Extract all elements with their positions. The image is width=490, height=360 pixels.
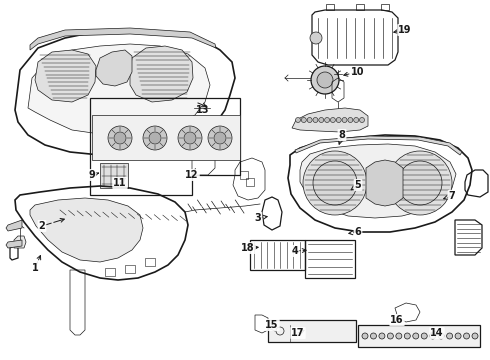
Circle shape [421, 333, 427, 339]
Circle shape [446, 333, 453, 339]
Circle shape [143, 126, 167, 150]
Circle shape [354, 117, 359, 122]
Text: 5: 5 [355, 180, 362, 190]
Circle shape [336, 117, 341, 122]
Circle shape [307, 117, 312, 122]
Circle shape [430, 333, 436, 339]
Polygon shape [6, 240, 22, 248]
Circle shape [342, 117, 347, 122]
Text: 8: 8 [339, 130, 345, 140]
Text: 9: 9 [89, 170, 96, 180]
Circle shape [370, 333, 376, 339]
Text: 19: 19 [398, 25, 412, 35]
Polygon shape [300, 144, 456, 218]
Polygon shape [30, 198, 143, 262]
Circle shape [396, 333, 402, 339]
Circle shape [311, 66, 339, 94]
Circle shape [149, 132, 161, 144]
Polygon shape [6, 220, 22, 231]
Text: 14: 14 [430, 328, 444, 338]
Circle shape [313, 161, 357, 205]
Bar [358, 325, 480, 347]
Text: 6: 6 [355, 227, 362, 237]
Circle shape [214, 132, 226, 144]
Text: 16: 16 [390, 315, 404, 325]
Text: 7: 7 [449, 191, 455, 201]
Text: 3: 3 [255, 213, 261, 223]
Circle shape [313, 117, 318, 122]
Polygon shape [295, 136, 462, 155]
Text: 1: 1 [32, 263, 38, 273]
Circle shape [464, 333, 469, 339]
Circle shape [388, 151, 452, 215]
Circle shape [114, 132, 126, 144]
Circle shape [379, 333, 385, 339]
Text: 12: 12 [185, 170, 199, 180]
Text: 10: 10 [351, 67, 365, 77]
Circle shape [184, 132, 196, 144]
Text: 2: 2 [39, 221, 46, 231]
Circle shape [388, 333, 393, 339]
Bar [250, 240, 305, 270]
Circle shape [398, 161, 442, 205]
Text: 17: 17 [291, 328, 305, 338]
Polygon shape [35, 50, 96, 102]
Circle shape [317, 72, 333, 88]
Circle shape [303, 151, 367, 215]
Polygon shape [14, 236, 26, 248]
Text: 13: 13 [196, 105, 210, 115]
Circle shape [178, 126, 202, 150]
Circle shape [472, 333, 478, 339]
Circle shape [310, 32, 322, 44]
Polygon shape [30, 28, 216, 50]
Circle shape [319, 117, 324, 122]
Bar [268, 320, 356, 342]
Polygon shape [28, 44, 210, 135]
Text: 15: 15 [265, 320, 279, 330]
Bar [305, 240, 355, 278]
Circle shape [404, 333, 410, 339]
Circle shape [108, 126, 132, 150]
Circle shape [324, 117, 330, 122]
Circle shape [413, 333, 419, 339]
Circle shape [301, 117, 306, 122]
Polygon shape [96, 50, 132, 86]
Circle shape [362, 333, 368, 339]
Polygon shape [92, 115, 240, 160]
Polygon shape [130, 46, 193, 102]
Polygon shape [100, 163, 128, 188]
Circle shape [348, 117, 353, 122]
Circle shape [330, 117, 336, 122]
Circle shape [295, 117, 300, 122]
Polygon shape [292, 108, 368, 132]
Text: 11: 11 [113, 178, 127, 188]
Text: 4: 4 [292, 246, 298, 256]
Text: 18: 18 [241, 243, 255, 253]
Circle shape [360, 117, 365, 122]
Circle shape [438, 333, 444, 339]
Circle shape [208, 126, 232, 150]
Circle shape [455, 333, 461, 339]
Polygon shape [366, 160, 403, 206]
